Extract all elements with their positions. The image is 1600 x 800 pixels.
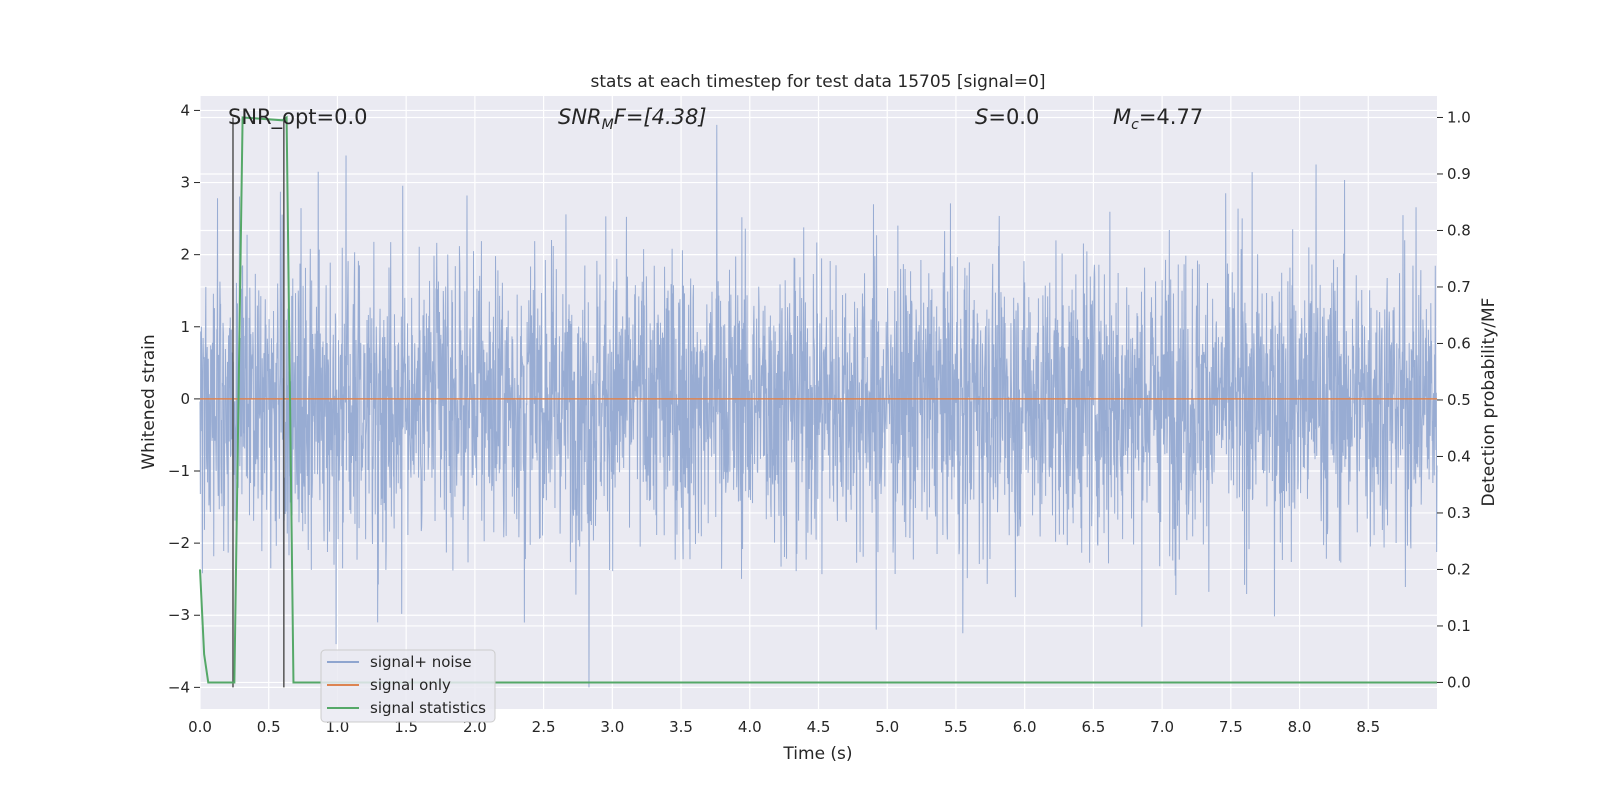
y2-tick-label: 1.0 <box>1447 108 1471 126</box>
y2-tick-label: 0.6 <box>1447 334 1471 352</box>
y2-tick-label: 0.3 <box>1447 504 1471 522</box>
legend: signal+ noise signal only signal statist… <box>320 649 496 723</box>
series-line-signal-noise <box>199 124 1438 688</box>
legend-box <box>320 649 496 723</box>
y-tick-label: −4 <box>168 678 190 696</box>
y-tick-label: 1 <box>180 318 190 336</box>
x-tick-labels: 0.0 0.5 1.0 1.5 2.0 2.5 3.0 3.5 4.0 4.5 5.0 5.5 6.0 6… <box>188 718 1380 736</box>
x-tick-label: 4.0 <box>738 718 762 736</box>
annotation-snr-opt: SNR_opt=0.0 <box>228 105 368 130</box>
y2-axis-label: Detection probability/MF <box>1479 298 1499 507</box>
y2-tick-label: 0.7 <box>1447 278 1471 296</box>
x-tick-label: 7.0 <box>1150 718 1174 736</box>
chart-title: stats at each timestep for test data 157… <box>591 72 1046 92</box>
annotation-s: S=0.0 <box>975 105 1039 129</box>
y2-tick-labels: 1.0 0.9 0.8 0.7 0.6 0.5 0.4 0.3 0.2 0.1 0.0 <box>1437 108 1471 691</box>
x-tick-label: 6.0 <box>1013 718 1037 736</box>
x-tick-label: 6.5 <box>1081 718 1105 736</box>
y2-tick-label: 0.0 <box>1447 673 1471 691</box>
series-signal-noise <box>199 124 1438 688</box>
x-axis-label: Time (s) <box>782 744 852 764</box>
x-tick-label: 0.0 <box>188 718 212 736</box>
legend-label-signal-only: signal only <box>370 676 451 694</box>
series-other <box>199 115 1437 688</box>
annotation-snr-mf: SNRMF=[4.38] <box>558 105 707 133</box>
annotation-mc: Mc=4.77 <box>1113 105 1203 133</box>
y-tick-label: −3 <box>168 606 190 624</box>
y-tick-label: −2 <box>168 534 190 552</box>
y2-tick-label: 0.8 <box>1447 221 1471 239</box>
series-line-signal-statistics <box>199 115 1437 684</box>
x-tick-label: 5.0 <box>875 718 899 736</box>
x-tick-label: 8.5 <box>1356 718 1380 736</box>
x-tick-label: 8.0 <box>1288 718 1312 736</box>
legend-label-signal-noise: signal+ noise <box>370 653 472 671</box>
y-tick-label: −1 <box>168 462 190 480</box>
x-tick-label: 3.0 <box>600 718 624 736</box>
y-tick-labels: 4 3 2 1 0 −1 −2 −3 −4 <box>168 101 200 696</box>
x-tick-label: 7.5 <box>1219 718 1243 736</box>
x-tick-label: 3.5 <box>669 718 693 736</box>
y2-tick-label: 0.5 <box>1447 391 1471 409</box>
y2-tick-label: 0.2 <box>1447 560 1471 578</box>
y-tick-label: 0 <box>180 390 190 408</box>
x-tick-label: 2.5 <box>532 718 556 736</box>
x-tick-label: 5.5 <box>944 718 968 736</box>
y-axis-label: Whitened strain <box>139 334 159 469</box>
y2-tick-label: 0.1 <box>1447 617 1471 635</box>
y-tick-label: 2 <box>180 246 190 264</box>
x-tick-label: 4.5 <box>807 718 831 736</box>
y-tick-label: 3 <box>180 174 190 192</box>
y-tick-label: 4 <box>180 101 190 119</box>
y2-tick-label: 0.4 <box>1447 447 1471 465</box>
y2-tick-label: 0.9 <box>1447 165 1471 183</box>
legend-label-signal-statistics: signal statistics <box>370 699 486 717</box>
x-tick-label: 0.5 <box>257 718 281 736</box>
